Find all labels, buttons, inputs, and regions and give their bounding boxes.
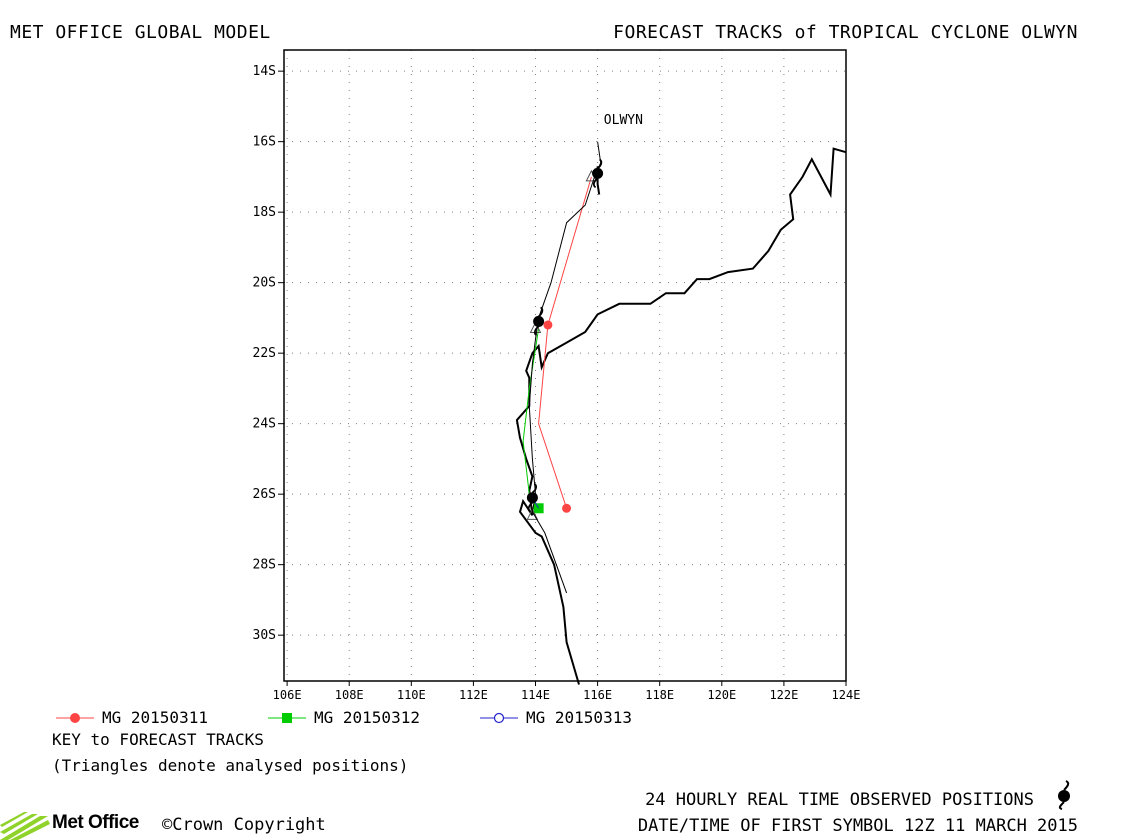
- cyclone-symbol-icon: [526, 492, 538, 504]
- lon-tick-label: 108E: [335, 688, 364, 700]
- observed-track: [526, 141, 604, 594]
- lat-tick-label: 18S: [253, 205, 276, 220]
- cyclone-symbol-icon: [533, 315, 545, 327]
- cyclone-arm-top: [531, 482, 538, 494]
- lon-tick-label: 114E: [521, 688, 550, 700]
- lon-tick-label: 120E: [707, 688, 736, 700]
- observed-cyclone-symbol: [526, 482, 538, 513]
- first-symbol-datetime: DATE/TIME OF FIRST SYMBOL 12Z 11 MARCH 2…: [637, 816, 1078, 836]
- lat-tick-label: 16S: [253, 135, 276, 150]
- legend-symbol-blue-circle: [480, 712, 518, 724]
- analysed-position-triangle: [526, 508, 539, 520]
- key-title: KEY to FORECAST TRACKS: [52, 730, 264, 749]
- track-map: 14S 16S 18S 20S 22S 24S 26S 28S 30S 106E 108E 110E 1…: [253, 49, 861, 700]
- lon-tick-label: 124E: [832, 688, 861, 700]
- forecast-tracks: [522, 169, 598, 520]
- lon-tick-label: 112E: [459, 688, 488, 700]
- met-office-swoosh-icon: [0, 812, 50, 840]
- cyclone-arm-bottom: [592, 177, 599, 189]
- coastline: [515, 147, 847, 685]
- map-frame: [283, 49, 847, 682]
- cyclone-arm-bottom: [527, 501, 533, 513]
- storm-name-label: OLWYN: [604, 113, 643, 128]
- key-note: (Triangles denote analysed positions): [52, 756, 409, 775]
- cyclone-arm-top: [597, 158, 603, 170]
- lat-tick-label: 20S: [253, 276, 276, 291]
- legend-symbol-red-circle: [56, 713, 94, 723]
- legend-label: MG 20150313: [526, 708, 632, 727]
- cyclone-arm-bottom: [533, 325, 540, 337]
- observed-cyclone-symbol: [533, 306, 545, 337]
- lat-tick-label: 26S: [253, 487, 276, 502]
- observed-positions-label: 24 HOURLY REAL TIME OBSERVED POSITIONS: [645, 790, 1034, 810]
- cyclone-symbol-icon: [592, 167, 604, 179]
- lon-tick-label: 106E: [273, 688, 302, 700]
- chart-title: FORECAST TRACKS of TROPICAL CYCLONE OLWY…: [613, 22, 1078, 43]
- lon-tick-label: 116E: [583, 688, 612, 700]
- legend-label: MG 20150312: [314, 708, 420, 727]
- lon-tick-label: 122E: [769, 688, 798, 700]
- lat-tick-label: 28S: [253, 558, 276, 573]
- model-title: MET OFFICE GLOBAL MODEL: [10, 22, 271, 43]
- lat-tick-label: 30S: [253, 628, 276, 643]
- track-symbol-circle: [562, 503, 572, 513]
- lat-tick-label: 22S: [253, 346, 276, 361]
- track-line-mg-20150311: [538, 176, 592, 509]
- lat-lon-grid: [284, 50, 847, 681]
- met-office-logo: Met Office ©Crown Copyright: [0, 808, 360, 840]
- logo-text: Met Office: [52, 812, 139, 833]
- lat-tick-label: 14S: [253, 64, 276, 79]
- cyclone-arm-top: [538, 306, 544, 318]
- lat-tick-label: 24S: [253, 417, 276, 432]
- lon-tick-label: 118E: [645, 688, 674, 700]
- observed-cyclone-symbol: [592, 158, 604, 189]
- coastline-path: [515, 147, 847, 685]
- legend-symbol-green-square: [268, 713, 306, 723]
- copyright-text: ©Crown Copyright: [162, 815, 326, 835]
- track-symbol-circle: [543, 320, 553, 330]
- observed-track-line: [528, 141, 602, 594]
- legend-label: MG 20150311: [102, 708, 208, 727]
- cyclone-symbol-icon: [1058, 780, 1070, 810]
- lon-tick-label: 110E: [397, 688, 426, 700]
- map-axes: 14S 16S 18S 20S 22S 24S 26S 28S 30S 106E 108E 110E 1…: [253, 64, 861, 700]
